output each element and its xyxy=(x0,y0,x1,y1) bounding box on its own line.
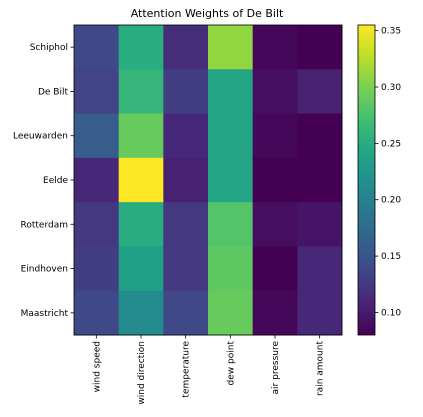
colorbar-tick-label: 0.35 xyxy=(381,27,401,37)
heatmap-cell xyxy=(208,69,254,115)
heatmap-cell xyxy=(252,202,298,247)
column-label: temperature xyxy=(182,341,192,398)
column-label: air pressure xyxy=(271,341,281,395)
row-label: Schiphol xyxy=(30,43,68,53)
heatmap-cell xyxy=(163,69,209,115)
heatmap-cell xyxy=(208,25,254,70)
colorbar-tick-label: 0.15 xyxy=(381,252,401,262)
heatmap-cell xyxy=(297,25,343,70)
heatmap-cell xyxy=(118,290,164,336)
heatmap-cell xyxy=(297,113,343,159)
colorbar-tick-label: 0.20 xyxy=(381,196,401,206)
colorbar: 0.10 0.15 0.20 0.25 0.30 0.35 xyxy=(357,24,401,336)
heatmap-cell xyxy=(297,157,343,203)
column-label: rain amount xyxy=(316,341,326,396)
heatmap-cell xyxy=(252,157,298,203)
heatmap-cell xyxy=(208,290,254,336)
heatmap-cell xyxy=(297,290,343,336)
heatmap-cell xyxy=(208,157,254,203)
chart-title: Attention Weights of De Bilt xyxy=(131,7,284,20)
column-label: wind direction xyxy=(137,341,147,405)
heatmap-cell xyxy=(118,25,164,70)
heatmap-cell xyxy=(74,202,120,247)
heatmap-cell xyxy=(74,246,120,292)
heatmap-cell xyxy=(208,202,254,247)
heatmap-cell xyxy=(163,246,209,292)
heatmap-cell xyxy=(252,25,298,70)
row-label: Leeuwarden xyxy=(13,132,68,142)
heatmap-cell xyxy=(252,113,298,159)
heatmap-cell xyxy=(74,69,120,115)
heatmap-cell xyxy=(118,246,164,292)
heatmap-cell xyxy=(163,202,209,247)
heatmap-cell xyxy=(163,290,209,336)
heatmap-cell xyxy=(163,157,209,203)
heatmap-cell xyxy=(118,69,164,115)
colorbar-gradient xyxy=(358,25,375,335)
heatmap-cell xyxy=(74,290,120,336)
row-label: Eelde xyxy=(43,176,68,186)
heatmap-cell xyxy=(118,113,164,159)
heatmap-cell xyxy=(252,290,298,336)
heatmap-cell xyxy=(118,157,164,203)
heatmap-cell xyxy=(208,246,254,292)
heatmap-cell xyxy=(163,25,209,70)
row-label: Eindhoven xyxy=(21,265,68,275)
row-labels: Schiphol De Bilt Leeuwarden Eelde Rotterdam E… xyxy=(13,43,74,319)
heatmap-cell xyxy=(297,246,343,292)
heatmap-cell xyxy=(252,246,298,292)
column-labels: wind speed wind direction temperature dew p… xyxy=(92,335,326,405)
heatmap-cell xyxy=(74,25,120,70)
colorbar-tick-label: 0.25 xyxy=(381,139,401,149)
colorbar-tick-label: 0.30 xyxy=(381,83,401,93)
heatmap-cell xyxy=(208,113,254,159)
row-label: Maastricht xyxy=(21,309,69,319)
heatmap-cell xyxy=(163,113,209,159)
colorbar-frame xyxy=(357,24,376,336)
heatmap-cell xyxy=(297,202,343,247)
heatmap-cell xyxy=(74,157,120,203)
heatmap-cell xyxy=(118,202,164,247)
heatmap-cell xyxy=(74,113,120,159)
column-label: wind speed xyxy=(92,341,102,392)
heatmap-cells xyxy=(74,25,343,336)
row-label: De Bilt xyxy=(38,87,69,97)
column-label: dew point xyxy=(226,341,236,386)
row-label: Rotterdam xyxy=(21,220,69,230)
colorbar-tick-label: 0.10 xyxy=(381,308,401,318)
heatmap-cell xyxy=(252,69,298,115)
heatmap-cell xyxy=(297,69,343,115)
